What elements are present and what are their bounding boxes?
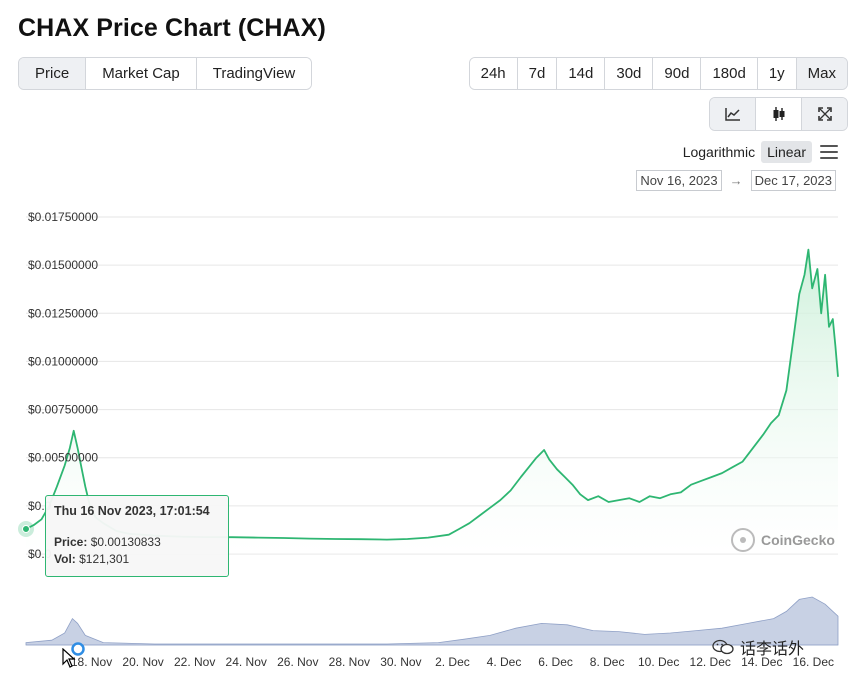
range-7d-button[interactable]: 7d: [517, 58, 558, 89]
scale-toggle: Logarithmic Linear: [677, 140, 838, 164]
tab-market-cap[interactable]: Market Cap: [86, 58, 197, 89]
tooltip-price-label: Price:: [54, 535, 88, 549]
y-tick-label: $0.01500000: [28, 258, 98, 272]
x-tick-label: 30. Nov: [380, 655, 421, 669]
x-tick-label: 24. Nov: [226, 655, 267, 669]
candlestick-button[interactable]: [756, 98, 802, 130]
fullscreen-icon: [817, 107, 832, 121]
range-180d-button[interactable]: 180d: [701, 58, 758, 89]
x-tick-label: 22. Nov: [174, 655, 215, 669]
range-14d-button[interactable]: 14d: [557, 58, 606, 89]
y-tick-label: $0.01750000: [28, 210, 98, 224]
wechat-icon: [712, 639, 734, 655]
coingecko-label: CoinGecko: [761, 532, 835, 548]
tooltip-date: Thu 16 Nov 2023, 17:01:54: [54, 504, 210, 518]
range-tabs: 24h 7d 14d 30d 90d 180d 1y Max: [468, 57, 848, 90]
coingecko-logo-icon: [731, 528, 755, 552]
line-chart-button[interactable]: [710, 98, 756, 130]
date-range: Nov 16, 2023 → Dec 17, 2023: [636, 169, 836, 191]
tab-price[interactable]: Price: [19, 58, 87, 89]
mouse-cursor-icon: [62, 648, 76, 668]
hover-point: [22, 524, 30, 533]
line-chart-icon: [724, 108, 740, 121]
range-30d-button[interactable]: 30d: [605, 58, 654, 89]
linear-scale-button[interactable]: Linear: [761, 141, 812, 163]
y-tick-label: $0.01250000: [28, 306, 98, 320]
tab-tradingview[interactable]: TradingView: [196, 58, 312, 89]
x-tick-label: 20. Nov: [122, 655, 163, 669]
x-tick-label: 26. Nov: [277, 655, 318, 669]
y-tick-label: $0.00500000: [28, 451, 98, 465]
range-max-button[interactable]: Max: [796, 58, 847, 89]
x-tick-label: 12. Dec: [690, 655, 731, 669]
coingecko-watermark: CoinGecko: [731, 527, 835, 553]
price-area: [26, 249, 838, 554]
y-tick-label: $0.01000000: [28, 354, 98, 368]
tooltip-vol-label: Vol:: [54, 552, 76, 566]
tooltip-vol-value: $121,301: [79, 552, 130, 566]
x-tick-label: 6. Dec: [538, 655, 573, 669]
range-90d-button[interactable]: 90d: [653, 58, 702, 89]
fullscreen-button[interactable]: [802, 98, 847, 130]
navigator-handle: [71, 642, 85, 656]
wechat-watermark: 话李话外: [712, 636, 804, 658]
volume-area: [25, 596, 839, 646]
arrow-right-icon: →: [729, 172, 743, 188]
x-tick-label: 8. Dec: [590, 655, 625, 669]
logarithmic-scale-button[interactable]: Logarithmic: [682, 144, 756, 160]
wechat-label: 话李话外: [740, 641, 805, 658]
x-tick-label: 2. Dec: [435, 655, 470, 669]
page-title: CHAX Price Chart (CHAX): [18, 14, 326, 42]
range-24h-button[interactable]: 24h: [469, 58, 518, 89]
price-tooltip: Thu 16 Nov 2023, 17:01:54 Price: $0.0013…: [45, 495, 229, 577]
date-from-input[interactable]: Nov 16, 2023: [636, 169, 722, 191]
range-1y-button[interactable]: 1y: [757, 58, 797, 89]
menu-icon[interactable]: [820, 145, 838, 159]
x-tick-label: 10. Dec: [638, 655, 679, 669]
date-to-input[interactable]: Dec 17, 2023: [750, 169, 836, 191]
candlestick-icon: [773, 107, 784, 121]
view-tabs: Price Market Cap TradingView: [18, 57, 313, 90]
chart-type-group: [709, 97, 848, 131]
y-tick-label: $0.00750000: [28, 403, 98, 417]
x-tick-label: 16. Dec: [793, 655, 834, 669]
x-tick-label: 18. Nov: [71, 655, 112, 669]
x-tick-label: 14. Dec: [741, 655, 782, 669]
x-tick-label: 28. Nov: [329, 655, 370, 669]
x-tick-label: 4. Dec: [487, 655, 522, 669]
tooltip-price-value: $0.00130833: [90, 535, 161, 549]
